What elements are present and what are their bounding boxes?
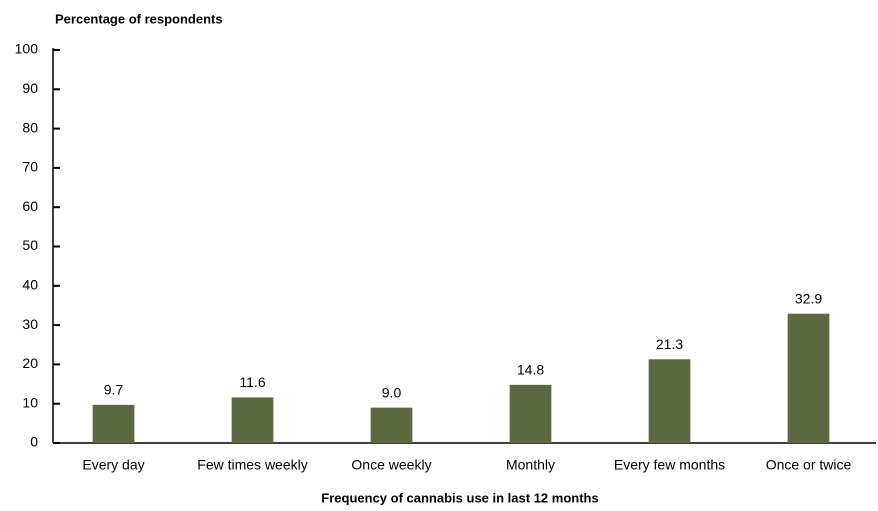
y-tick-label: 100 bbox=[15, 41, 39, 57]
x-tick-label: Few times weekly bbox=[197, 457, 307, 473]
y-tick-label: 0 bbox=[30, 434, 38, 450]
x-tick-label: Every day bbox=[82, 457, 144, 473]
y-tick-label: 90 bbox=[22, 80, 38, 96]
x-tick-label: Once or twice bbox=[766, 457, 852, 473]
bar bbox=[231, 397, 274, 443]
y-tick-label: 10 bbox=[22, 394, 38, 410]
bar bbox=[787, 313, 830, 443]
bar bbox=[648, 359, 691, 443]
y-tick-label: 20 bbox=[22, 355, 38, 371]
y-tick-label: 40 bbox=[22, 277, 38, 293]
y-axis-title: Percentage of respondents bbox=[55, 11, 223, 26]
x-tick-label: Every few months bbox=[614, 457, 725, 473]
data-label: 9.0 bbox=[382, 384, 402, 400]
x-tick-label: Monthly bbox=[506, 457, 555, 473]
bar bbox=[370, 407, 413, 443]
x-tick-label: Once weekly bbox=[351, 457, 431, 473]
y-tick-label: 60 bbox=[22, 198, 38, 214]
data-label: 11.6 bbox=[239, 374, 265, 390]
y-tick-label: 80 bbox=[22, 119, 38, 135]
bar bbox=[92, 404, 135, 443]
data-label: 21.3 bbox=[656, 336, 683, 352]
data-label: 9.7 bbox=[104, 382, 124, 398]
y-tick-label: 70 bbox=[22, 159, 38, 175]
y-tick-label: 50 bbox=[22, 237, 38, 253]
data-label: 14.8 bbox=[517, 362, 544, 378]
data-label: 32.9 bbox=[795, 290, 822, 306]
x-axis-title: Frequency of cannabis use in last 12 mon… bbox=[321, 490, 598, 505]
bar bbox=[509, 384, 552, 443]
y-tick-label: 30 bbox=[22, 316, 38, 332]
